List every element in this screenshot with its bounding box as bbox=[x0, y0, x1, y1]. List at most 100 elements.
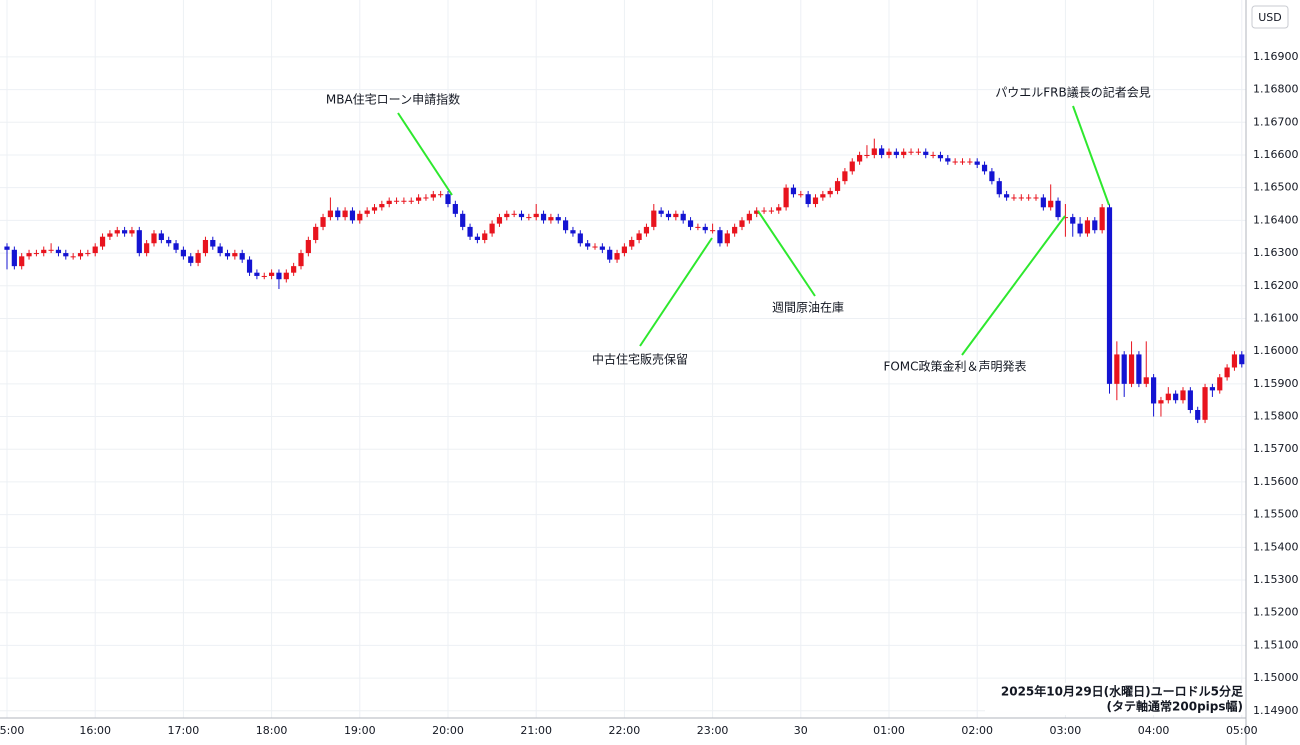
candle-body bbox=[857, 154, 863, 162]
candle-body bbox=[695, 226, 701, 228]
candle-body bbox=[1151, 377, 1157, 404]
y-tick-label: 1.16700 bbox=[1253, 115, 1299, 128]
candle-body bbox=[269, 272, 275, 276]
candle-body bbox=[915, 151, 921, 153]
candle-body bbox=[77, 253, 84, 257]
candle-body bbox=[1187, 390, 1193, 411]
candle-body bbox=[629, 239, 635, 247]
candle-body bbox=[1106, 207, 1113, 384]
candle-body bbox=[99, 236, 106, 247]
candle-body bbox=[1195, 410, 1201, 420]
candle-body bbox=[1092, 220, 1098, 231]
x-tick-label: 05:00 bbox=[1226, 724, 1258, 737]
candle-body bbox=[805, 194, 811, 205]
candle-body bbox=[930, 154, 936, 156]
candle-body bbox=[173, 243, 179, 250]
x-tick-label: 21:00 bbox=[520, 724, 552, 737]
x-tick-label: 22:00 bbox=[609, 724, 641, 737]
candle-body bbox=[1084, 220, 1091, 234]
candle-body bbox=[746, 213, 752, 221]
candle-body bbox=[607, 249, 613, 260]
candle-body bbox=[893, 151, 899, 155]
annotation-line bbox=[961, 215, 1066, 356]
candle-body bbox=[144, 243, 150, 254]
candle-body bbox=[1239, 354, 1245, 365]
y-tick-label: 1.15900 bbox=[1253, 377, 1299, 390]
candle-body bbox=[4, 246, 10, 250]
candle-body bbox=[166, 239, 172, 244]
x-tick-label: 02:00 bbox=[961, 724, 993, 737]
candle-body bbox=[327, 210, 333, 218]
candle-body bbox=[812, 197, 819, 205]
candle-body bbox=[937, 154, 944, 159]
candle-body bbox=[1004, 194, 1010, 198]
candle-body bbox=[1143, 377, 1149, 384]
candle-body bbox=[864, 154, 870, 156]
candle-body bbox=[210, 239, 216, 247]
y-tick-label: 1.15200 bbox=[1253, 606, 1299, 619]
candle-body bbox=[592, 246, 598, 248]
annotation-line bbox=[639, 237, 713, 347]
candle-body bbox=[702, 226, 708, 231]
candle-body bbox=[298, 253, 304, 267]
candle-body bbox=[981, 164, 988, 172]
x-tick-label: 23:00 bbox=[697, 724, 729, 737]
candle-body bbox=[577, 233, 583, 244]
candle-body bbox=[776, 207, 782, 211]
candle-body bbox=[1217, 377, 1223, 391]
candle-body bbox=[1099, 207, 1105, 231]
candle-body bbox=[540, 213, 547, 221]
candle-body bbox=[967, 161, 973, 163]
candle-body bbox=[1231, 354, 1238, 368]
candle-body bbox=[643, 226, 650, 234]
candle-body bbox=[1070, 217, 1076, 224]
candle-body bbox=[665, 213, 672, 218]
candle-body bbox=[1224, 367, 1230, 378]
candle-body bbox=[739, 220, 745, 227]
candle-body bbox=[416, 197, 422, 201]
y-tick-label: 1.16000 bbox=[1253, 344, 1299, 357]
x-tick-label: 01:00 bbox=[873, 724, 905, 737]
candle-body bbox=[41, 249, 47, 254]
candle-body bbox=[33, 253, 39, 255]
candle-body bbox=[548, 217, 554, 221]
candle-body bbox=[658, 210, 664, 214]
candle-body bbox=[452, 204, 458, 214]
candle-body bbox=[283, 272, 289, 280]
candle-body bbox=[614, 253, 620, 260]
candle-body bbox=[276, 272, 282, 280]
candle-body bbox=[1114, 354, 1120, 384]
x-tick-label: 19:00 bbox=[344, 724, 376, 737]
candle-body bbox=[533, 213, 539, 218]
candle-body bbox=[1055, 200, 1061, 218]
candle-body bbox=[908, 151, 914, 153]
candle-body bbox=[423, 197, 429, 199]
candle-body bbox=[188, 256, 194, 263]
candle-body bbox=[114, 230, 120, 234]
candles bbox=[4, 138, 1245, 424]
candle-body bbox=[180, 249, 186, 257]
candle-body bbox=[732, 226, 738, 234]
candle-body bbox=[879, 148, 885, 155]
candle-body bbox=[768, 210, 774, 212]
candle-body bbox=[342, 210, 348, 218]
candle-body bbox=[1128, 354, 1135, 384]
candle-body bbox=[849, 161, 855, 172]
annotation-line bbox=[757, 210, 816, 297]
candle-body bbox=[489, 223, 495, 234]
candle-body bbox=[55, 249, 62, 254]
candle-body bbox=[335, 210, 341, 218]
annotation-line bbox=[1072, 105, 1110, 206]
y-tick-label: 1.15100 bbox=[1253, 638, 1299, 651]
candle-body bbox=[1165, 393, 1171, 401]
annotation-line bbox=[397, 112, 453, 196]
currency-label: USD bbox=[1258, 11, 1282, 24]
x-tick-label: 17:00 bbox=[168, 724, 200, 737]
candle-body bbox=[70, 256, 76, 258]
y-tick-label: 1.16900 bbox=[1253, 50, 1299, 63]
candle-body bbox=[1121, 354, 1127, 384]
candle-body bbox=[585, 243, 591, 247]
candle-body bbox=[945, 158, 951, 162]
y-tick-label: 1.16600 bbox=[1253, 148, 1299, 161]
